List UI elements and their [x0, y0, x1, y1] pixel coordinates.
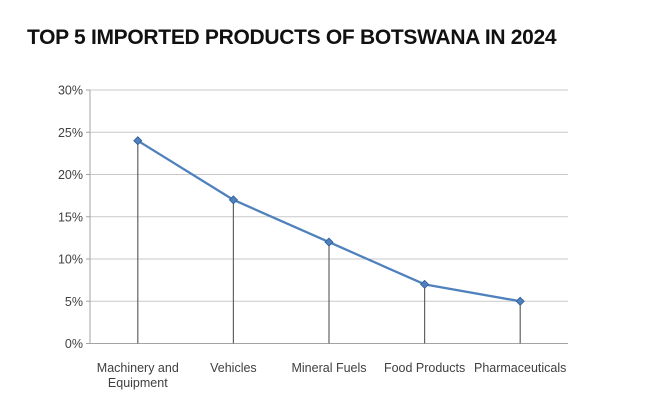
y-tick-label: 10% [58, 253, 83, 267]
y-tick-label: 25% [58, 126, 83, 140]
x-category-label: Food Products [384, 361, 465, 375]
y-tick-label: 30% [58, 84, 83, 98]
x-category-label: Vehicles [210, 361, 257, 375]
y-tick-label: 0% [65, 337, 83, 351]
data-point [420, 279, 430, 289]
data-point [324, 237, 334, 247]
y-tick-label: 20% [58, 168, 83, 182]
data-point [515, 296, 525, 306]
y-tick-label: 15% [58, 210, 83, 224]
x-category-label: Pharmaceuticals [474, 361, 566, 375]
x-category-label: Machinery and Equipment [97, 361, 179, 390]
data-point [228, 195, 238, 205]
y-tick-label: 5% [65, 295, 83, 309]
chart-title: TOP 5 IMPORTED PRODUCTS OF BOTSWANA IN 2… [27, 26, 557, 49]
x-category-label: Mineral Fuels [291, 361, 366, 375]
data-point [133, 136, 143, 146]
